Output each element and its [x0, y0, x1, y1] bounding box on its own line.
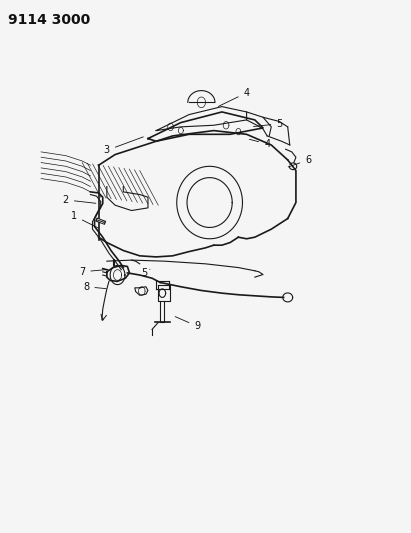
- Text: 5: 5: [141, 268, 150, 278]
- Text: 4: 4: [218, 88, 249, 107]
- Text: 3: 3: [104, 137, 143, 155]
- Text: 9: 9: [175, 317, 200, 331]
- Text: 6: 6: [288, 155, 311, 167]
- Text: 4: 4: [249, 139, 270, 149]
- Text: 2: 2: [62, 195, 96, 205]
- Text: 5: 5: [254, 119, 283, 128]
- Text: 7: 7: [79, 267, 108, 277]
- Text: 1: 1: [71, 211, 98, 228]
- Text: 9114 3000: 9114 3000: [8, 13, 90, 27]
- Text: 8: 8: [83, 282, 106, 292]
